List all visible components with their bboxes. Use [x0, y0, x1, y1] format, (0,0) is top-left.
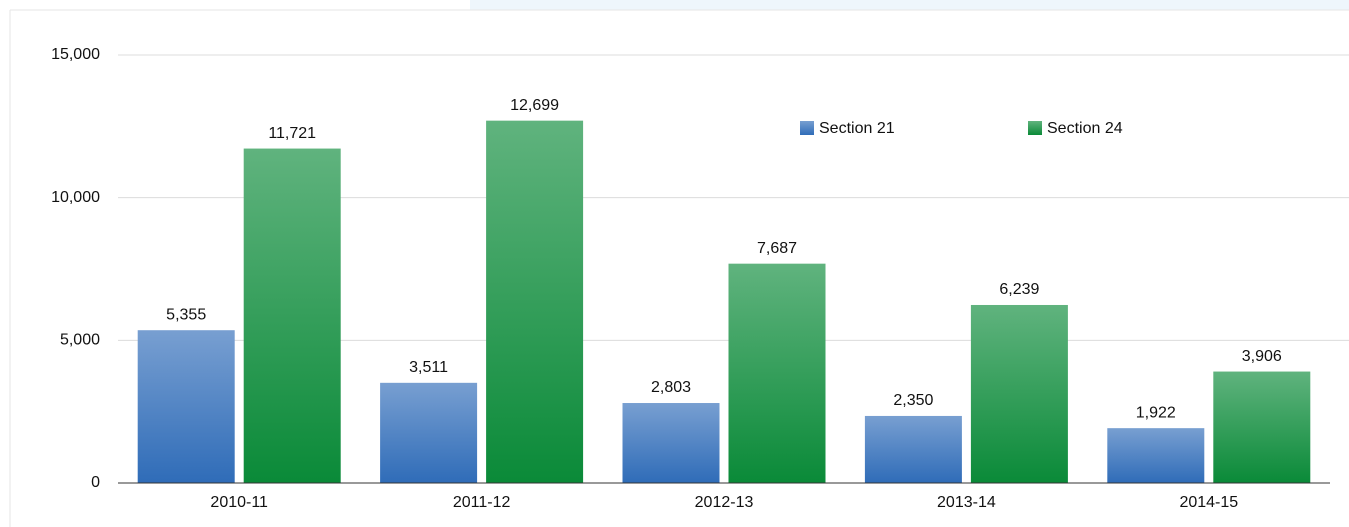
bar	[728, 263, 826, 483]
x-tick-label: 2014-15	[1179, 494, 1238, 511]
x-tick-label: 2010-11	[210, 494, 268, 511]
value-label: 11,721	[268, 125, 316, 142]
value-label: 2,350	[893, 392, 933, 409]
value-label: 7,687	[757, 240, 797, 257]
bar	[970, 304, 1068, 483]
value-label: 3,906	[1242, 348, 1282, 365]
y-tick-label: 10,000	[51, 189, 100, 206]
x-tick-label: 2012-13	[695, 494, 754, 511]
value-label: 3,511	[409, 359, 448, 376]
bar	[622, 403, 720, 483]
x-tick-label: 2011-12	[453, 494, 511, 511]
legend-swatch	[800, 121, 814, 135]
bar	[243, 148, 341, 484]
bar	[864, 415, 962, 483]
x-tick-label: 2013-14	[937, 494, 996, 511]
top-band	[470, 0, 1349, 10]
y-tick-label: 15,000	[51, 46, 100, 63]
bar	[137, 330, 235, 483]
legend-label: Section 21	[819, 120, 895, 137]
y-tick-label: 5,000	[60, 332, 100, 349]
value-label: 6,239	[999, 281, 1039, 298]
bar	[1107, 428, 1205, 483]
bar	[380, 382, 478, 483]
y-tick-label: 0	[91, 474, 100, 491]
bar	[1213, 371, 1311, 483]
legend-swatch	[1028, 121, 1042, 135]
value-label: 5,355	[166, 306, 206, 323]
value-label: 12,699	[510, 97, 559, 114]
bar	[486, 120, 584, 483]
value-label: 1,922	[1136, 404, 1176, 421]
legend-label: Section 24	[1047, 120, 1123, 137]
value-label: 2,803	[651, 379, 691, 396]
